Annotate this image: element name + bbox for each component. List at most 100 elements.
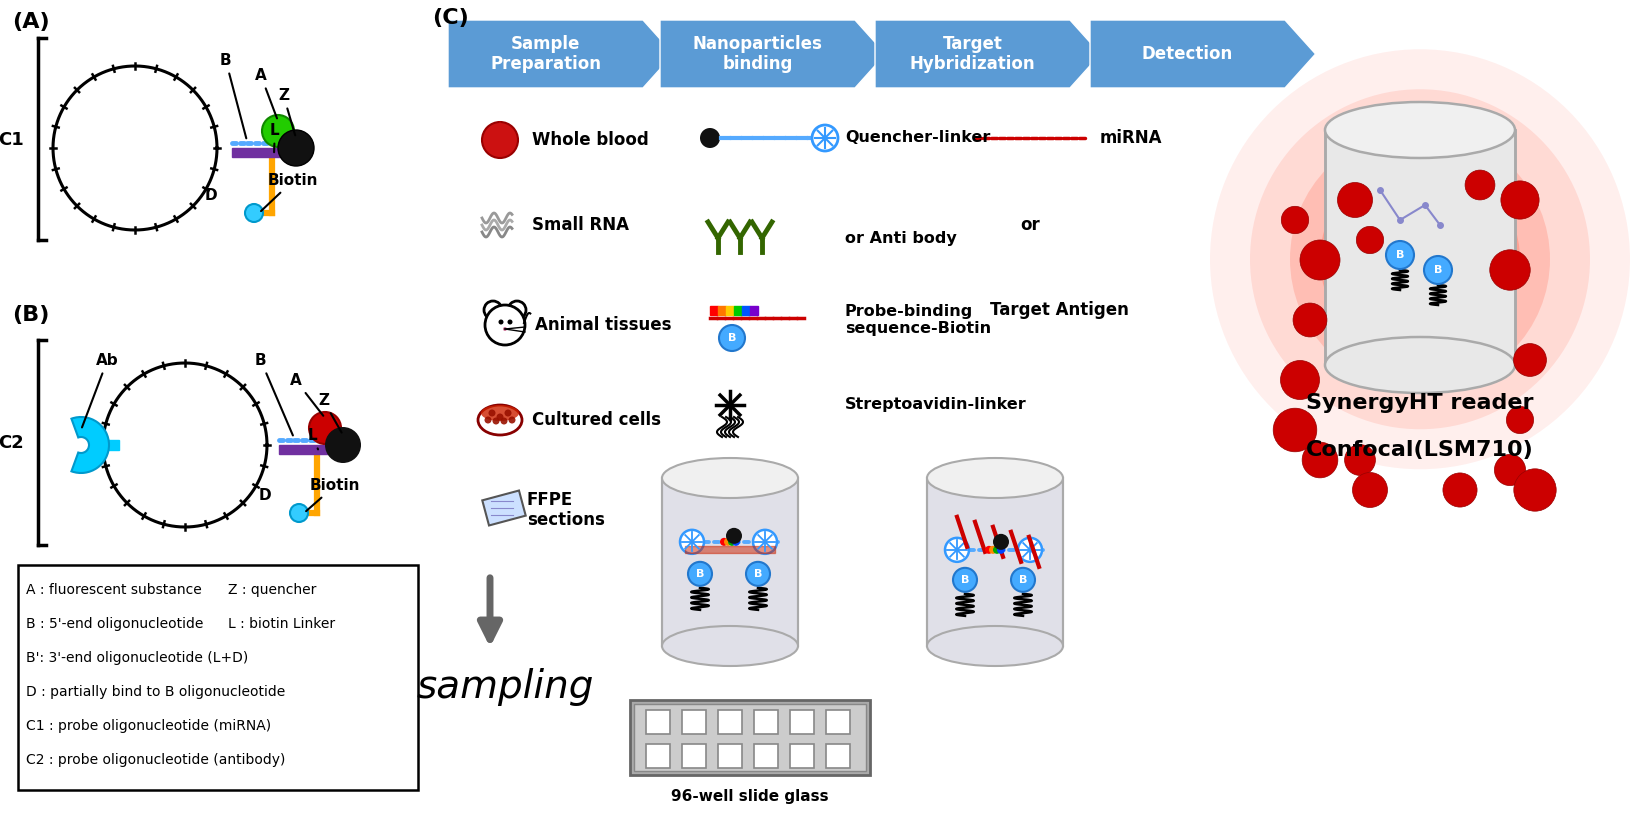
Circle shape bbox=[509, 416, 516, 424]
Text: L: L bbox=[308, 428, 318, 450]
Text: Target
Hybridization: Target Hybridization bbox=[909, 34, 1036, 73]
Wedge shape bbox=[71, 417, 109, 473]
Circle shape bbox=[484, 301, 502, 319]
Text: A : fluorescent substance: A : fluorescent substance bbox=[26, 583, 201, 597]
Text: Probe-binding
sequence-Biotin: Probe-binding sequence-Biotin bbox=[845, 304, 991, 336]
Bar bbox=[278, 445, 329, 454]
Text: Biotin: Biotin bbox=[260, 173, 318, 211]
Circle shape bbox=[988, 546, 996, 554]
Text: C2: C2 bbox=[0, 434, 25, 452]
Text: Quencher-linker: Quencher-linker bbox=[845, 131, 990, 145]
Text: or: or bbox=[1019, 216, 1039, 234]
Bar bbox=[718, 744, 743, 768]
Bar bbox=[99, 440, 119, 450]
Circle shape bbox=[1507, 406, 1533, 433]
Text: C1: C1 bbox=[0, 131, 25, 149]
Text: Nanoparticles
binding: Nanoparticles binding bbox=[692, 34, 822, 73]
Bar bbox=[718, 710, 743, 734]
Circle shape bbox=[1290, 129, 1550, 389]
Circle shape bbox=[483, 122, 519, 158]
Circle shape bbox=[1500, 181, 1538, 220]
Text: B': 3'-end oligonucleotide (L+D): B': 3'-end oligonucleotide (L+D) bbox=[26, 651, 249, 665]
Circle shape bbox=[502, 327, 507, 331]
Bar bbox=[726, 306, 735, 315]
Text: Whole blood: Whole blood bbox=[532, 131, 649, 149]
Circle shape bbox=[985, 546, 993, 554]
Text: Small RNA: Small RNA bbox=[532, 216, 629, 234]
Bar bbox=[743, 306, 749, 315]
Text: Cultured cells: Cultured cells bbox=[532, 411, 660, 429]
Text: B: B bbox=[960, 574, 968, 585]
Circle shape bbox=[1352, 472, 1387, 508]
Ellipse shape bbox=[1324, 102, 1515, 158]
Circle shape bbox=[731, 538, 740, 546]
Text: Ab: Ab bbox=[82, 353, 119, 428]
Circle shape bbox=[499, 320, 504, 325]
Circle shape bbox=[993, 534, 1010, 550]
Text: A: A bbox=[290, 373, 323, 416]
Bar bbox=[735, 306, 743, 315]
Text: B: B bbox=[1019, 574, 1028, 585]
Circle shape bbox=[1491, 250, 1530, 290]
Bar bbox=[682, 710, 707, 734]
Circle shape bbox=[1337, 183, 1372, 218]
Bar bbox=[749, 306, 758, 315]
Circle shape bbox=[700, 128, 720, 148]
Bar bbox=[232, 148, 282, 157]
Circle shape bbox=[507, 320, 512, 325]
Text: Sample
Preparation: Sample Preparation bbox=[491, 34, 601, 73]
Circle shape bbox=[720, 325, 744, 351]
Text: Streptoavidin-linker: Streptoavidin-linker bbox=[845, 397, 1026, 413]
Circle shape bbox=[1273, 408, 1318, 452]
Text: FFPE
sections: FFPE sections bbox=[527, 490, 604, 530]
Polygon shape bbox=[875, 20, 1100, 88]
Circle shape bbox=[993, 546, 1001, 554]
Ellipse shape bbox=[662, 458, 799, 498]
Ellipse shape bbox=[478, 405, 522, 435]
Text: B: B bbox=[754, 569, 763, 579]
Text: B: B bbox=[255, 353, 293, 436]
Bar bbox=[927, 478, 1062, 646]
Circle shape bbox=[1443, 473, 1477, 507]
Circle shape bbox=[501, 418, 507, 424]
Text: Z: Z bbox=[278, 88, 295, 135]
Circle shape bbox=[1303, 442, 1337, 478]
Bar bbox=[646, 744, 670, 768]
Circle shape bbox=[1011, 568, 1034, 592]
Circle shape bbox=[507, 301, 525, 319]
Text: 96-well slide glass: 96-well slide glass bbox=[672, 789, 828, 804]
Text: Animal tissues: Animal tissues bbox=[535, 316, 672, 334]
Bar bbox=[1324, 130, 1515, 365]
Circle shape bbox=[726, 528, 743, 543]
Circle shape bbox=[290, 504, 308, 522]
Circle shape bbox=[489, 410, 496, 416]
Text: Target Antigen: Target Antigen bbox=[990, 301, 1128, 319]
Bar bbox=[18, 565, 418, 790]
Bar bbox=[646, 710, 670, 734]
Bar bbox=[483, 490, 525, 526]
Ellipse shape bbox=[481, 405, 519, 421]
Circle shape bbox=[1280, 361, 1319, 400]
Polygon shape bbox=[448, 20, 674, 88]
Circle shape bbox=[725, 538, 731, 546]
Circle shape bbox=[484, 416, 491, 424]
Polygon shape bbox=[660, 20, 886, 88]
Circle shape bbox=[262, 115, 295, 147]
Circle shape bbox=[1319, 159, 1520, 359]
Circle shape bbox=[484, 305, 525, 345]
Bar bbox=[685, 546, 776, 553]
Circle shape bbox=[245, 204, 264, 222]
Circle shape bbox=[1494, 455, 1525, 486]
Circle shape bbox=[688, 562, 712, 586]
Circle shape bbox=[504, 410, 512, 416]
Circle shape bbox=[1357, 226, 1383, 254]
Circle shape bbox=[278, 130, 315, 166]
Circle shape bbox=[1387, 241, 1415, 269]
Circle shape bbox=[1466, 170, 1495, 200]
Bar bbox=[718, 306, 726, 315]
Text: A: A bbox=[255, 68, 277, 118]
Ellipse shape bbox=[1324, 337, 1515, 393]
Text: B : 5'-end oligonucleotide: B : 5'-end oligonucleotide bbox=[26, 617, 203, 631]
Circle shape bbox=[720, 538, 728, 546]
Bar bbox=[754, 744, 777, 768]
